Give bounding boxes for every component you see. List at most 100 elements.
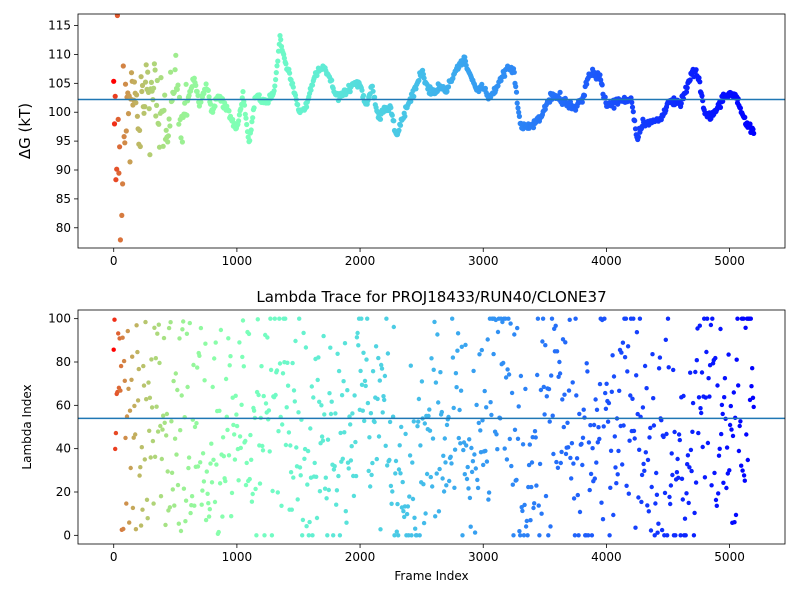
lambda-point xyxy=(674,470,680,475)
lambda-point xyxy=(218,327,224,333)
lambda-point xyxy=(717,446,722,451)
lambda-point xyxy=(373,344,379,349)
lambda-point xyxy=(132,403,137,409)
lambda-point xyxy=(734,357,739,362)
lambda-point xyxy=(606,400,612,406)
lambda-point xyxy=(736,448,742,454)
lambda-point xyxy=(738,419,743,424)
lambda-point xyxy=(340,456,345,461)
x-tick-label: 0 xyxy=(110,550,118,564)
lambda-point xyxy=(300,533,305,538)
lambda-point xyxy=(567,317,572,322)
delta-g-point xyxy=(120,181,126,187)
lambda-point xyxy=(374,456,379,462)
delta-g-point xyxy=(115,116,121,122)
lambda-point xyxy=(416,396,422,402)
lambda-point xyxy=(585,369,590,374)
lambda-point xyxy=(162,420,167,425)
lambda-point xyxy=(712,470,717,476)
delta-g-point xyxy=(198,99,204,105)
lambda-point xyxy=(563,451,569,457)
delta-g-point xyxy=(742,114,748,120)
lambda-point xyxy=(586,533,591,538)
delta-g-point xyxy=(114,14,120,19)
lambda-point xyxy=(169,419,174,424)
lambda-point xyxy=(288,443,293,448)
lambda-point xyxy=(488,400,493,405)
lambda-x-ticks: 0 1000 2000 3000 4000 5000 xyxy=(110,544,745,564)
lambda-point xyxy=(531,505,536,511)
lambda-point xyxy=(243,482,249,488)
lambda-point xyxy=(200,451,206,456)
delta-g-point xyxy=(123,128,129,134)
lambda-point xyxy=(121,358,127,364)
lambda-point xyxy=(379,362,384,368)
lambda-point xyxy=(133,432,138,437)
lambda-point xyxy=(336,368,342,374)
lambda-point xyxy=(253,486,258,492)
lambda-point xyxy=(324,496,329,501)
lambda-point xyxy=(147,395,153,400)
delta-g-point xyxy=(111,78,117,84)
delta-g-point xyxy=(176,121,182,127)
lambda-point xyxy=(483,448,488,454)
lambda-point xyxy=(302,456,307,461)
lambda-point xyxy=(504,457,510,462)
lambda-point xyxy=(216,529,221,535)
lambda-point xyxy=(398,471,403,476)
lambda-point xyxy=(522,502,527,508)
lambda-point xyxy=(589,533,595,538)
lambda-point xyxy=(547,419,552,424)
lambda-point xyxy=(640,405,646,410)
delta-g-point xyxy=(292,92,299,98)
delta-g-point xyxy=(696,75,702,81)
lambda-point xyxy=(475,485,481,491)
lambda-point xyxy=(221,454,226,459)
delta-g-point xyxy=(178,135,184,141)
lambda-point xyxy=(195,464,201,469)
delta-g-point xyxy=(275,58,281,64)
lambda-point xyxy=(554,459,559,465)
delta-g-point xyxy=(134,113,140,119)
lambda-point xyxy=(136,366,141,372)
lambda-point xyxy=(664,431,669,437)
lambda-point xyxy=(379,366,385,371)
lambda-point xyxy=(133,527,139,532)
lambda-point xyxy=(745,457,750,463)
lambda-point xyxy=(430,484,435,489)
lambda-point xyxy=(229,490,235,496)
lambda-point xyxy=(177,336,182,341)
lambda-point xyxy=(397,443,402,448)
lambda-point xyxy=(648,528,654,533)
lambda-point xyxy=(555,465,561,470)
lambda-point xyxy=(327,391,332,396)
lambda-point xyxy=(314,515,320,521)
delta-g-point xyxy=(389,112,395,118)
lambda-point xyxy=(279,503,284,508)
lambda-point xyxy=(442,436,447,441)
lambda-point xyxy=(562,392,567,397)
lambda-point xyxy=(345,388,350,393)
lambda-point xyxy=(691,533,697,538)
delta-g-point xyxy=(444,88,450,95)
lambda-point xyxy=(510,482,515,487)
lambda-point xyxy=(642,468,647,473)
lambda-point xyxy=(551,451,556,457)
lambda-point xyxy=(127,408,133,413)
lambda-point xyxy=(205,491,210,496)
lambda-point xyxy=(633,525,638,530)
lambda-point xyxy=(643,450,648,455)
delta-g-point xyxy=(172,67,178,73)
delta-g-point xyxy=(111,121,118,127)
lambda-point xyxy=(671,367,676,373)
lambda-point xyxy=(368,484,373,489)
lambda-point xyxy=(152,454,158,459)
lambda-point xyxy=(537,533,542,538)
lambda-point xyxy=(139,445,144,450)
lambda-point xyxy=(517,529,522,534)
lambda-point xyxy=(614,481,619,486)
lambda-point xyxy=(673,533,678,538)
lambda-point xyxy=(668,483,674,488)
delta-g-point xyxy=(251,105,257,111)
delta-g-point xyxy=(243,115,249,121)
